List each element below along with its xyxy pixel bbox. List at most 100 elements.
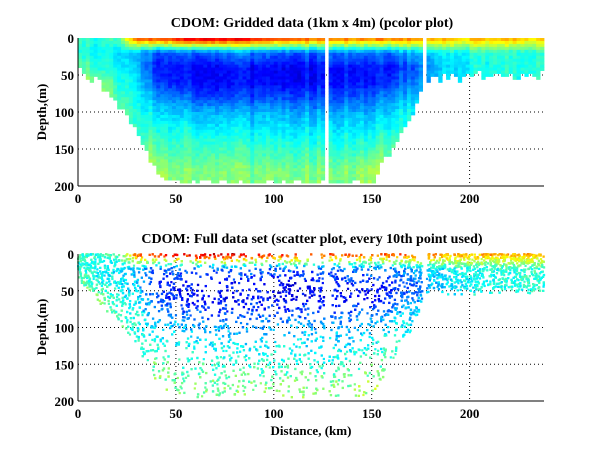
pcolor-cell — [289, 46, 294, 51]
pcolor-cell — [258, 85, 263, 89]
pcolor-cell — [269, 174, 275, 178]
pcolor-cell — [418, 73, 424, 77]
pcolor-cell — [262, 73, 267, 77]
pcolor-cell — [301, 159, 306, 163]
pcolor-cell — [497, 61, 502, 66]
pcolor-cell — [175, 106, 181, 110]
pcolor-cell — [164, 46, 169, 51]
pcolor-cell — [164, 70, 169, 74]
pcolor-cell — [132, 52, 138, 57]
pcolor-cell — [277, 153, 283, 157]
pcolor-cell — [461, 64, 467, 68]
pcolor-cell — [391, 67, 396, 71]
scatter-point — [503, 274, 506, 277]
pcolor-cell — [305, 52, 310, 57]
pcolor-cell — [269, 94, 275, 98]
pcolor-cell — [524, 55, 529, 60]
pcolor-cell — [457, 49, 463, 54]
pcolor-cell — [230, 129, 236, 134]
pcolor-cell — [226, 171, 232, 175]
pcolor-cell — [391, 85, 396, 89]
pcolor-cell — [238, 38, 243, 42]
pcolor-cell — [273, 67, 279, 71]
pcolor-cell — [516, 40, 521, 45]
pcolor-cell — [230, 88, 236, 92]
pcolor-cell — [222, 79, 228, 83]
pcolor-cell — [246, 38, 251, 42]
pcolor-cell — [442, 52, 447, 57]
pcolor-cell — [359, 132, 365, 137]
pcolor-cell — [426, 49, 431, 54]
pcolor-cell — [215, 38, 220, 42]
pcolor-cell — [262, 114, 267, 119]
pcolor-cell — [497, 64, 502, 68]
pcolor-cell — [297, 168, 302, 172]
pcolor-cell — [230, 174, 236, 178]
pcolor-cell — [285, 40, 290, 45]
pcolor-cell — [312, 88, 318, 92]
pcolor-cell — [289, 162, 294, 166]
pcolor-cell — [285, 73, 290, 77]
pcolor-cell — [500, 38, 506, 42]
pcolor-cell — [285, 165, 290, 169]
pcolor-cell — [391, 141, 396, 145]
pcolor-cell — [148, 52, 153, 57]
pcolor-cell — [352, 52, 357, 57]
pcolor-cell — [226, 97, 232, 101]
pcolor-cell — [168, 168, 173, 172]
pcolor-cell — [305, 162, 310, 166]
pcolor-cell — [520, 43, 525, 48]
scatter-point — [215, 271, 218, 274]
pcolor-cell — [215, 144, 220, 148]
pcolor-cell — [124, 61, 130, 66]
pcolor-cell — [320, 43, 326, 48]
pcolor-cell — [399, 109, 404, 113]
pcolor-cell — [199, 97, 204, 101]
pcolor-cell — [328, 150, 333, 154]
pcolor-cell — [242, 85, 247, 89]
pcolor-cell — [211, 64, 216, 68]
pcolor-cell — [297, 144, 302, 148]
pcolor-cell — [187, 94, 192, 98]
pcolor-cell — [132, 94, 138, 98]
pcolor-cell — [140, 73, 145, 77]
pcolor-cell — [175, 40, 181, 45]
scatter-point — [345, 350, 349, 353]
pcolor-cell — [246, 70, 251, 74]
pcolor-cell — [128, 43, 134, 48]
pcolor-cell — [242, 73, 247, 77]
pcolor-cell — [262, 46, 267, 51]
pcolor-cell — [183, 67, 189, 71]
pcolor-cell — [195, 88, 200, 92]
pcolor-cell — [152, 114, 157, 119]
pcolor-cell — [273, 70, 279, 74]
pcolor-cell — [387, 52, 392, 57]
scatter-point — [427, 290, 430, 293]
pcolor-cell — [218, 100, 224, 104]
pcolor-cell — [242, 147, 247, 151]
gridded-pcolor-plot: CDOM: Gridded data (1km x 4m) (pcolor pl… — [34, 16, 545, 206]
pcolor-cell — [328, 123, 333, 128]
pcolor-cell — [406, 40, 412, 45]
pcolor-cell — [363, 168, 369, 172]
pcolor-cell — [305, 112, 310, 116]
pcolor-cell — [195, 103, 200, 107]
pcolor-cell — [352, 120, 357, 125]
pcolor-cell — [132, 61, 138, 66]
pcolor-cell — [273, 55, 279, 60]
pcolor-cell — [124, 52, 130, 57]
pcolor-cell — [246, 144, 251, 148]
pcolor-cell — [187, 88, 192, 92]
pcolor-cell — [117, 91, 122, 95]
pcolor-cell — [371, 150, 377, 154]
pcolor-cell — [230, 117, 236, 122]
pcolor-cell — [101, 70, 106, 74]
pcolor-cell — [312, 97, 318, 101]
pcolor-cell — [132, 91, 138, 95]
pcolor-cell — [289, 64, 294, 68]
pcolor-cell — [222, 109, 228, 113]
pcolor-cell — [195, 159, 200, 163]
pcolor-cell — [348, 180, 353, 184]
pcolor-cell — [191, 103, 196, 107]
pcolor-cell — [179, 159, 185, 163]
